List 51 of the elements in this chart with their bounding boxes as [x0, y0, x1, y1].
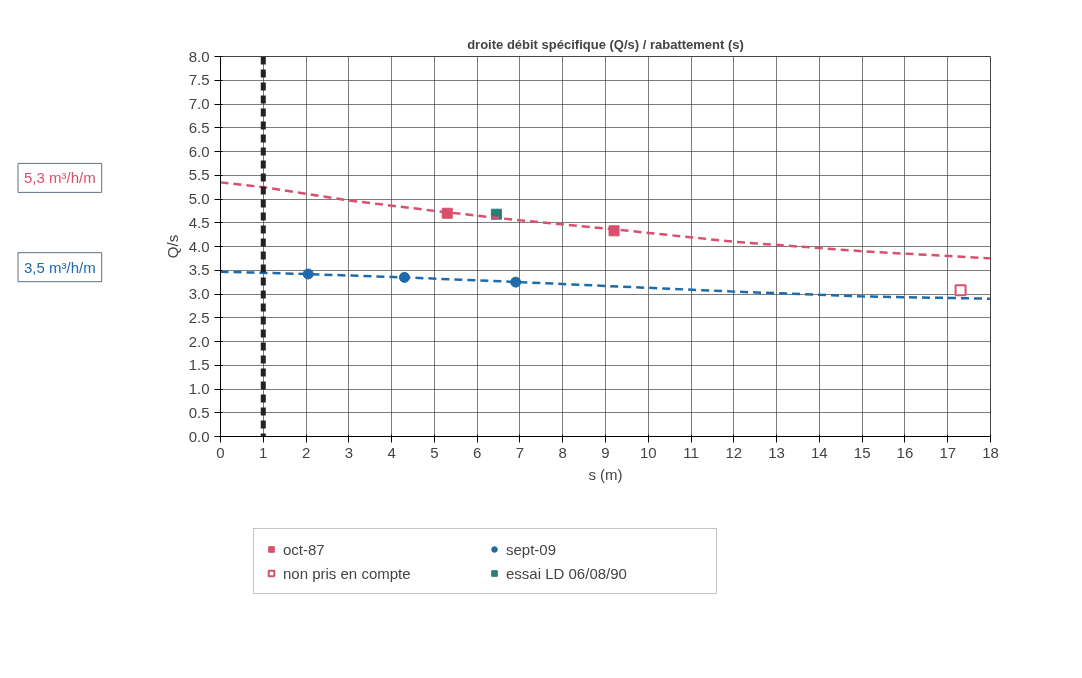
line-series — [220, 270, 991, 300]
y-axis-title: Q/s — [163, 234, 181, 259]
x-tick-label: 3 — [344, 443, 354, 461]
x-tick-label: 12 — [725, 443, 743, 461]
y-tick-label: 6.0 — [188, 142, 210, 160]
x-tick-label: 11 — [683, 443, 699, 461]
y-tick-label: 3.5 — [188, 261, 210, 279]
y-tick-label: 0.5 — [188, 403, 210, 421]
point — [441, 207, 453, 219]
x-tick-label: 13 — [768, 443, 785, 461]
point — [954, 284, 967, 297]
y-tick-label: 7.5 — [188, 71, 210, 89]
x-tick-label: 6 — [473, 443, 482, 461]
x-tick-label: 18 — [982, 443, 999, 461]
y-tick-label: 2.0 — [188, 332, 210, 350]
y-tick-label: 5.0 — [188, 190, 210, 207]
legend-label: non pris en compte — [283, 564, 412, 582]
chart-title: droite débit spécifique (Q/s) / rabattement (s) — [467, 36, 744, 52]
x-tick-label: 17 — [939, 443, 957, 461]
text: 5,3 m³/h/m — [24, 169, 96, 187]
x-tick-label: 8 — [558, 443, 567, 461]
x-tick-label: 14 — [811, 443, 828, 461]
text: 3,5 m³/h/m — [24, 258, 96, 276]
y-tick-label: 1.5 — [188, 356, 210, 374]
x-tick-label: 5 — [430, 443, 439, 461]
x-tick-label: 1 — [259, 443, 268, 461]
y-tick-label: 4.5 — [188, 213, 210, 231]
x-axis-title: s (m) — [588, 465, 623, 483]
point — [510, 276, 522, 288]
x-tick-label: 0 — [216, 443, 225, 461]
y-tick-label: 8.0 — [188, 47, 210, 65]
x-tick-label: 15 — [853, 443, 871, 461]
y-tick-label: 2.5 — [188, 308, 210, 326]
x-tick-label: 9 — [601, 443, 610, 461]
y-tick-label: 7.0 — [188, 95, 210, 112]
x-tick-label: 10 — [639, 443, 657, 461]
y-tick-label: 3.0 — [188, 285, 210, 302]
y-tick-label: 5.5 — [188, 166, 210, 184]
y-tick-label: 0.0 — [188, 427, 210, 445]
legend-label: sept-09 — [506, 540, 558, 558]
point — [608, 225, 620, 237]
x-tick-label: 16 — [896, 443, 914, 461]
line-series — [220, 181, 991, 260]
y-tick-label: 4.0 — [188, 237, 210, 255]
y-tick-label: 6.5 — [188, 118, 210, 136]
x-tick-label: 7 — [515, 443, 525, 461]
x-tick-label: 2 — [301, 443, 311, 461]
y-tick-label: 1.0 — [188, 380, 210, 397]
x-tick-label: 4 — [387, 443, 396, 461]
legend-label: oct-87 — [283, 540, 326, 558]
legend-label: essai LD 06/08/90 — [506, 564, 628, 582]
